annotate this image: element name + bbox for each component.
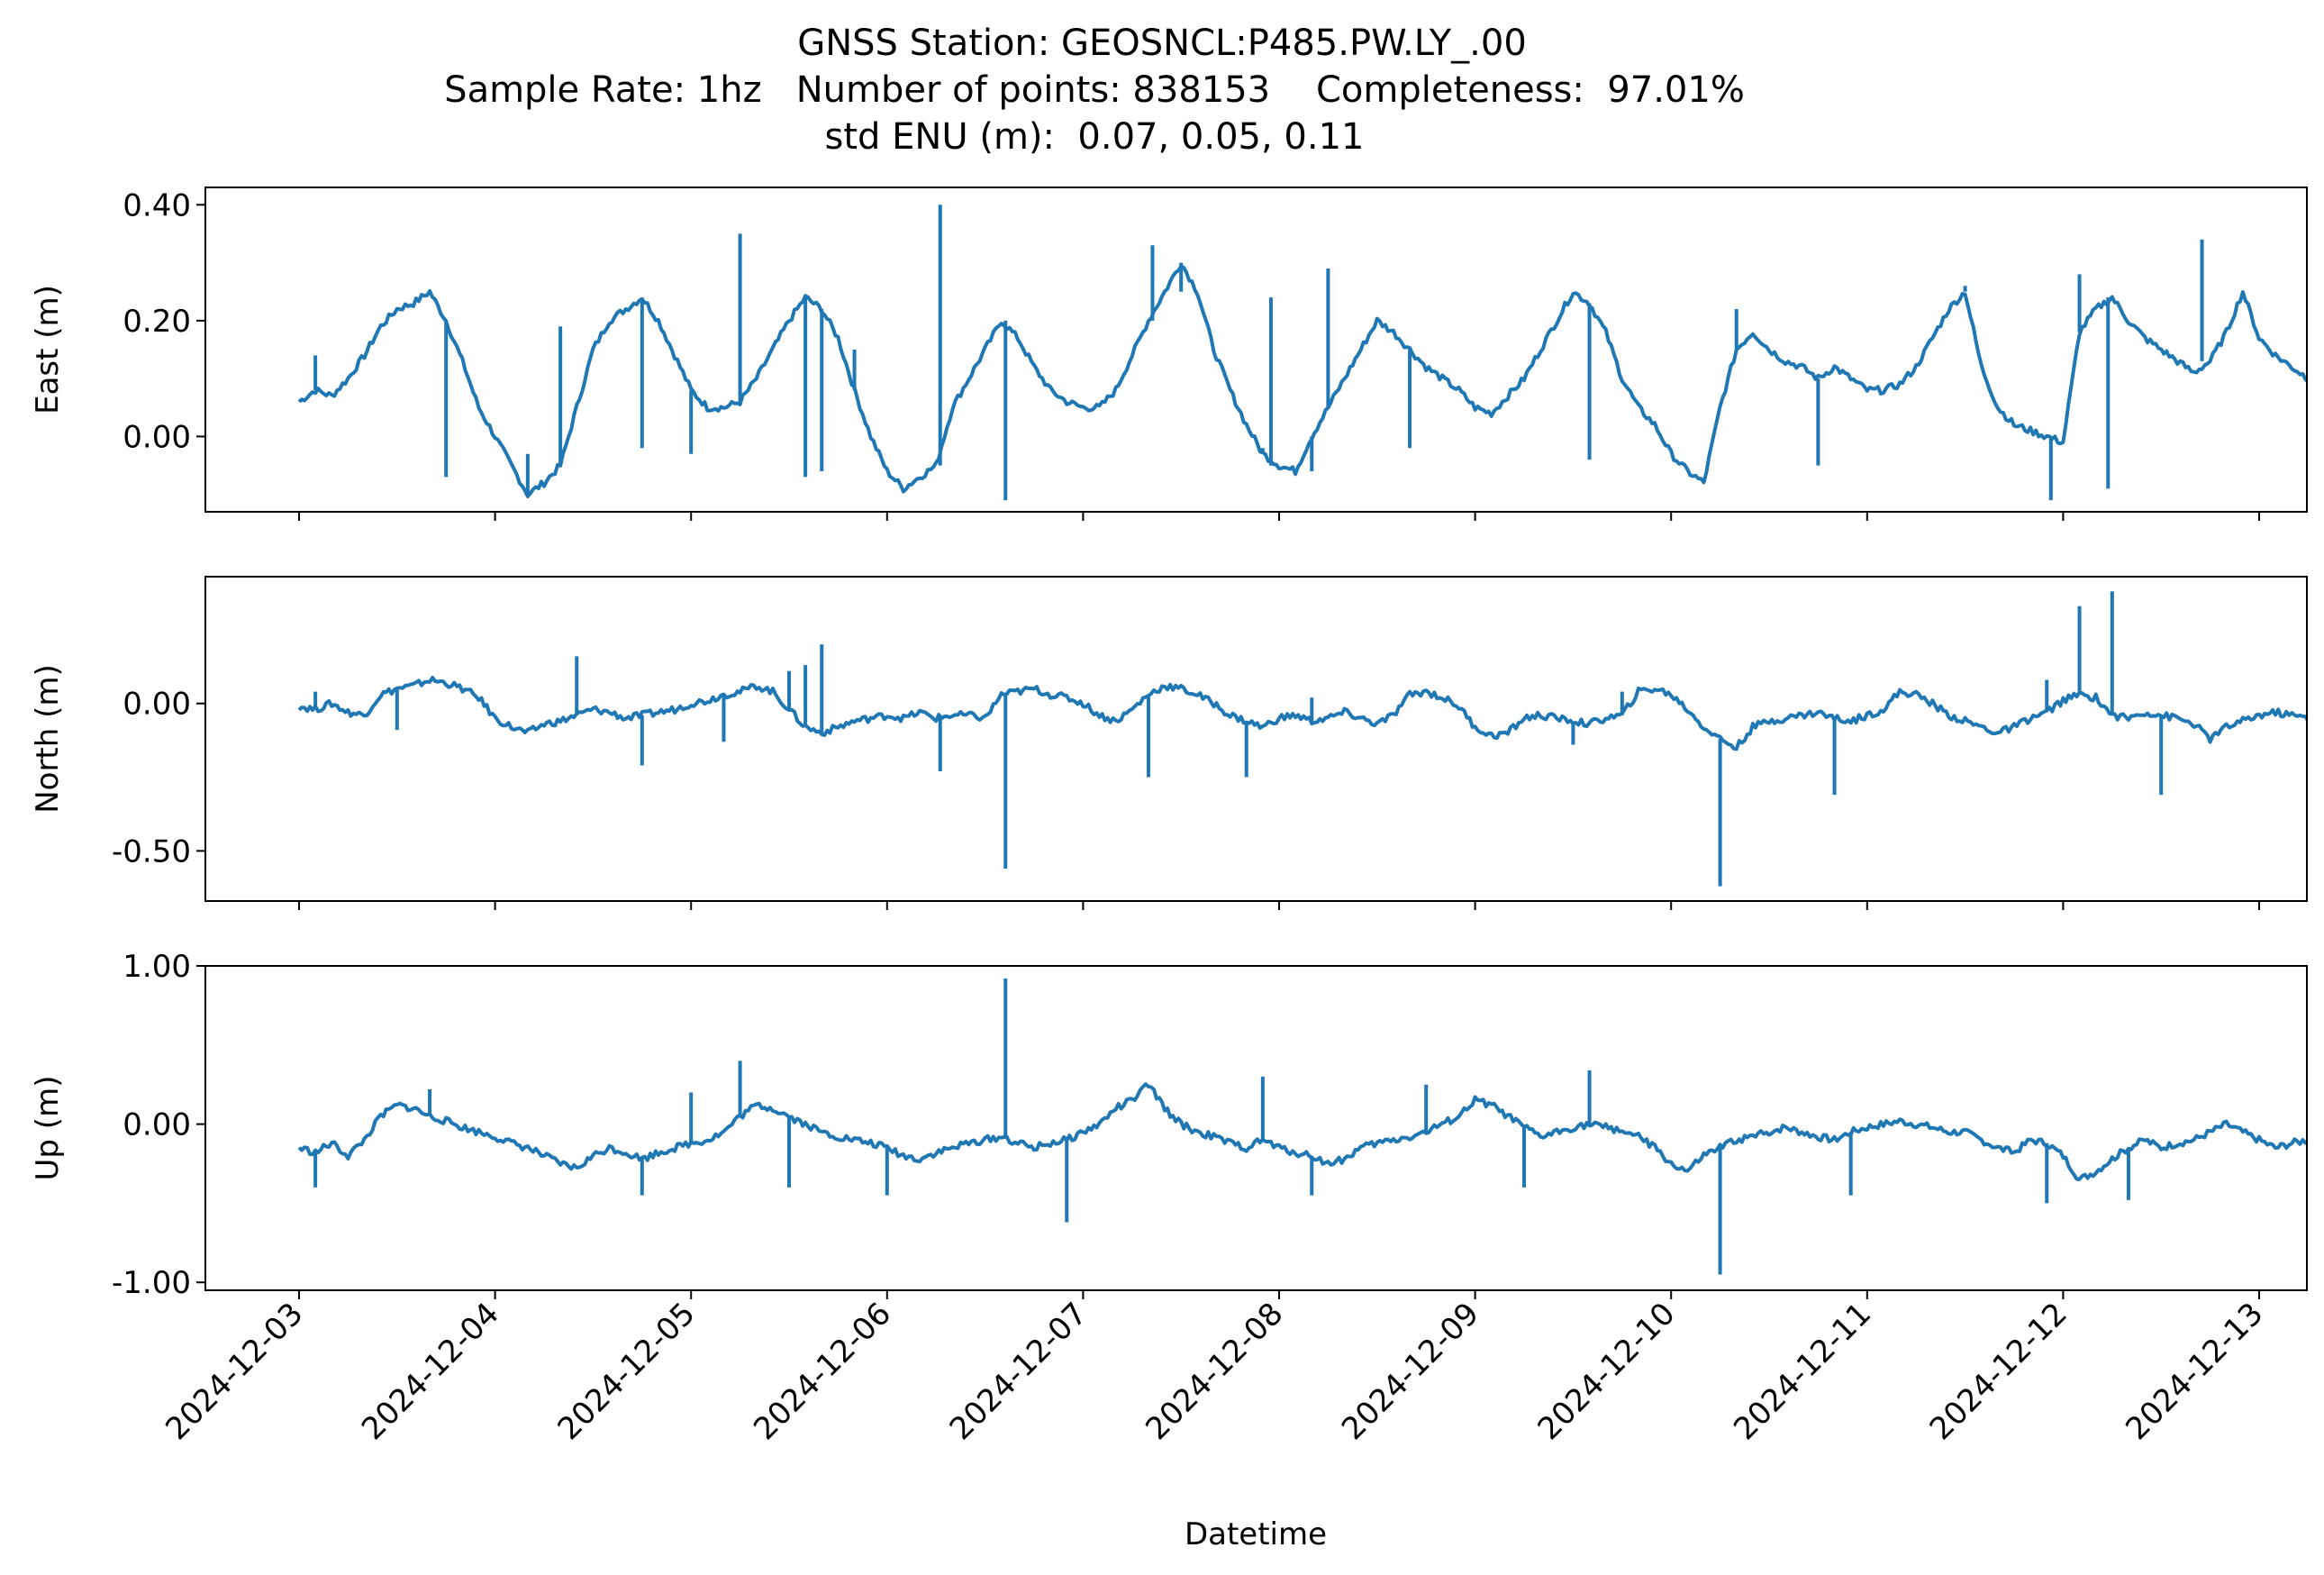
xtick-label-5: 2024-12-08	[1139, 1296, 1290, 1447]
xtick-label-7: 2024-12-10	[1531, 1296, 1683, 1447]
xtick-label-10: 2024-12-13	[2119, 1296, 2270, 1447]
east-ytick-label-1: 0.20	[123, 304, 191, 340]
xtick-label-4: 2024-12-07	[943, 1296, 1094, 1447]
north-ytick-label-0: 0.00	[123, 687, 191, 723]
xtick-label-2: 2024-12-05	[551, 1296, 703, 1447]
up-series-line	[297, 1082, 2307, 1181]
up-ylabel: Up (m)	[30, 1076, 66, 1181]
north-axes-frame	[204, 576, 2308, 902]
east-ytick-label-2: 0.00	[123, 419, 191, 455]
east-axes-frame	[204, 187, 2308, 513]
xlabel: Datetime	[1185, 1516, 1327, 1552]
xtick-label-0: 2024-12-03	[159, 1296, 310, 1447]
xtick-label-6: 2024-12-09	[1335, 1296, 1486, 1447]
east-ylabel: East (m)	[30, 285, 66, 414]
title-station: GNSS Station: GEOSNCL:P485.PW.LY_.00	[797, 23, 1527, 64]
xtick-label-8: 2024-12-11	[1727, 1296, 1878, 1447]
title-sample-info: Sample Rate: 1hz Number of points: 83815…	[444, 69, 1745, 111]
figure-title: GNSS Station: GEOSNCL:P485.PW.LY_.00 Sam…	[0, 20, 2324, 160]
up-ytick-label-2: -1.00	[112, 1265, 191, 1301]
xtick-label-1: 2024-12-04	[355, 1296, 506, 1447]
xtick-label-3: 2024-12-06	[747, 1296, 898, 1447]
north-ylabel: North (m)	[30, 664, 66, 814]
up-ytick-label-0: 1.00	[123, 949, 191, 985]
north-series-line	[297, 676, 2307, 751]
title-std-enu: std ENU (m): 0.07, 0.05, 0.11	[824, 116, 1365, 158]
east-ytick-label-0: 0.40	[123, 187, 191, 223]
up-axes-frame	[204, 965, 2308, 1291]
north-ytick-label-1: -0.50	[112, 833, 191, 869]
east-series-line	[297, 264, 2307, 498]
xtick-label-9: 2024-12-12	[1923, 1296, 2074, 1447]
up-ytick-label-1: 0.00	[123, 1107, 191, 1143]
